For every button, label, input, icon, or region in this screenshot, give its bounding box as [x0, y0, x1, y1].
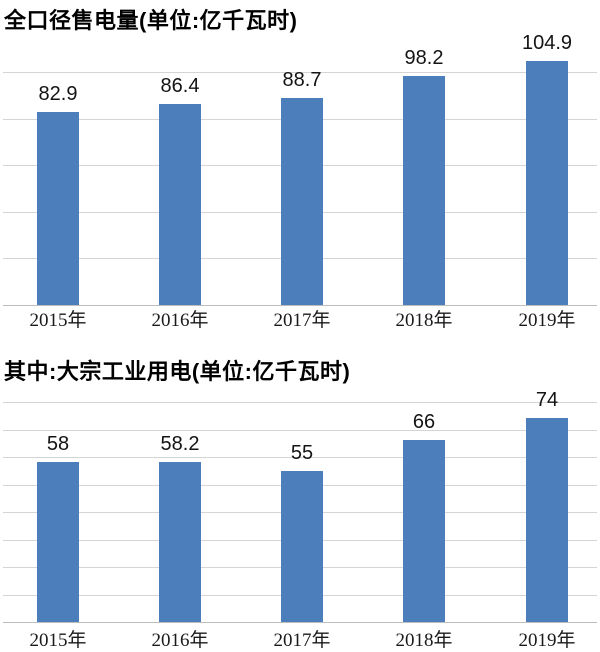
value-label: 66 [412, 411, 436, 433]
x-tick-label: 2018年 [395, 310, 453, 331]
value-label: 58 [46, 433, 70, 455]
bar-2018年 [403, 440, 445, 622]
value-label: 98.2 [404, 47, 444, 69]
x-tick-label: 2015年 [29, 630, 87, 651]
x-axis-line [3, 305, 597, 306]
x-tick-label: 2017年 [273, 310, 331, 331]
value-label: 82.9 [38, 83, 78, 105]
value-label: 104.9 [521, 32, 573, 54]
x-tick-label: 2019年 [518, 630, 576, 651]
x-axis-line [3, 622, 597, 623]
bar-2016年 [159, 104, 201, 305]
chart-title-total-sales: 全口径售电量(单位:亿千瓦时) [4, 8, 298, 33]
value-label: 58.2 [160, 433, 200, 455]
bar-2015年 [37, 112, 79, 305]
gridline [3, 457, 597, 458]
x-tick-label: 2019年 [518, 310, 576, 331]
bar-2019年 [526, 418, 568, 622]
bar-2016年 [159, 462, 201, 622]
x-tick-label: 2018年 [395, 630, 453, 651]
bar-2019年 [526, 61, 568, 305]
value-label: 86.4 [160, 75, 200, 97]
x-tick-label: 2016年 [151, 310, 209, 331]
chart-title-bulk-industrial: 其中:大宗工业用电(单位:亿千瓦时) [4, 359, 351, 384]
bar-2015年 [37, 462, 79, 622]
bar-2018年 [403, 76, 445, 305]
gridline [3, 72, 597, 73]
x-tick-label: 2015年 [29, 310, 87, 331]
value-label: 55 [290, 442, 314, 464]
value-label: 74 [535, 389, 559, 411]
gridline [3, 430, 597, 431]
x-tick-label: 2017年 [273, 630, 331, 651]
gridline [3, 402, 597, 403]
bar-2017年 [281, 471, 323, 622]
bar-2017年 [281, 98, 323, 305]
value-label: 88.7 [282, 69, 322, 91]
x-tick-label: 2016年 [151, 630, 209, 651]
